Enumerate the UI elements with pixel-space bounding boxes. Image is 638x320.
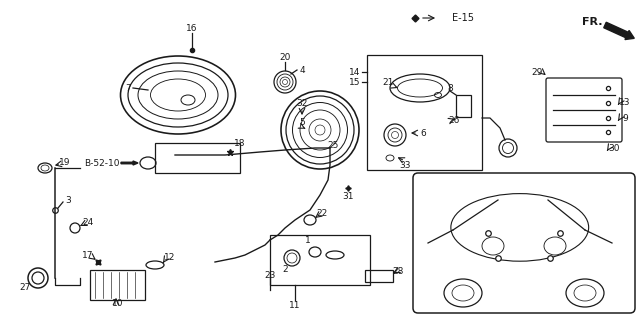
Text: 15: 15 xyxy=(349,77,360,86)
Text: 1: 1 xyxy=(305,236,311,244)
Bar xyxy=(456,95,471,117)
Text: 25: 25 xyxy=(327,140,339,149)
Text: 8: 8 xyxy=(447,84,453,92)
Text: 6: 6 xyxy=(420,129,426,138)
Text: 33: 33 xyxy=(399,161,411,170)
Text: 3: 3 xyxy=(65,196,71,204)
Bar xyxy=(90,270,145,300)
Text: 14: 14 xyxy=(350,68,360,76)
Text: E-15: E-15 xyxy=(452,13,474,23)
Text: 16: 16 xyxy=(186,23,198,33)
Text: 19: 19 xyxy=(59,157,71,166)
Text: 23: 23 xyxy=(264,270,276,279)
Text: 4: 4 xyxy=(299,66,305,75)
Text: 10: 10 xyxy=(112,299,124,308)
Text: 13: 13 xyxy=(619,98,631,107)
Text: 12: 12 xyxy=(165,253,175,262)
Text: 28: 28 xyxy=(392,268,404,276)
Text: 29: 29 xyxy=(531,68,543,76)
FancyArrow shape xyxy=(121,161,138,165)
Text: 11: 11 xyxy=(289,300,300,309)
Text: 22: 22 xyxy=(316,209,328,218)
Text: FR.: FR. xyxy=(582,17,602,27)
Text: 24: 24 xyxy=(82,218,94,227)
Bar xyxy=(155,143,240,173)
Bar xyxy=(367,55,482,170)
FancyArrow shape xyxy=(604,22,634,40)
Text: 21: 21 xyxy=(382,77,394,86)
Text: 17: 17 xyxy=(82,251,94,260)
Text: 2: 2 xyxy=(282,266,288,275)
Text: 30: 30 xyxy=(608,143,619,153)
Text: 7: 7 xyxy=(125,84,131,92)
Text: 5: 5 xyxy=(299,117,305,126)
Text: 26: 26 xyxy=(449,116,460,124)
Text: B-52-10: B-52-10 xyxy=(84,158,120,167)
Text: 20: 20 xyxy=(279,52,291,61)
Text: 27: 27 xyxy=(19,284,31,292)
Text: 9: 9 xyxy=(622,114,628,123)
Bar xyxy=(270,235,370,285)
Text: 31: 31 xyxy=(342,191,353,201)
Text: 32: 32 xyxy=(296,99,308,108)
Bar xyxy=(365,270,393,282)
Text: 18: 18 xyxy=(234,139,246,148)
